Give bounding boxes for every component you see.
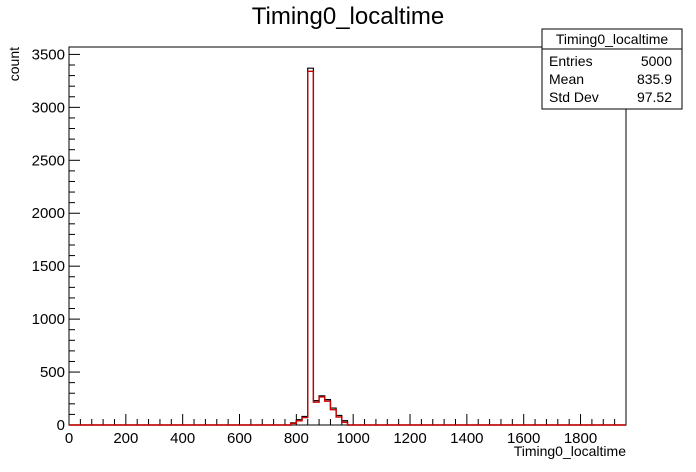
x-tick-label: 1000 [336, 430, 369, 447]
y-tick-label: 2500 [32, 152, 65, 169]
x-tick-label: 600 [227, 430, 252, 447]
x-tick-label: 200 [113, 430, 138, 447]
chart-title: Timing0_localtime [252, 3, 445, 30]
x-tick-label: 1800 [564, 430, 597, 447]
y-tick-label: 0 [57, 417, 65, 434]
histogram-bin [296, 421, 302, 425]
histogram-series-2 [69, 70, 626, 426]
histogram-bin [319, 397, 325, 425]
series-layer [69, 67, 626, 426]
x-tick-label: 800 [284, 430, 309, 447]
histogram-bin [291, 423, 297, 425]
stats-value: 97.52 [637, 89, 672, 105]
y-tick-label: 1000 [32, 311, 65, 328]
histogram-bin [308, 71, 314, 425]
stats-value: 5000 [641, 53, 672, 69]
histogram-bin [336, 417, 342, 425]
stats-label: Entries [549, 53, 593, 69]
x-tick-label: 1600 [507, 430, 540, 447]
stats-value: 835.9 [637, 71, 672, 87]
histogram-bin [325, 401, 331, 425]
y-tick-label: 1500 [32, 258, 65, 275]
stats-label: Mean [549, 71, 584, 87]
x-axis-title: Timing0_localtime [514, 443, 627, 459]
y-tick-label: 500 [40, 364, 65, 381]
y-axis-title: count [6, 47, 22, 81]
histogram-series-1 [69, 67, 626, 426]
stats-box-frame [541, 28, 683, 110]
x-tick-label: 1400 [450, 430, 483, 447]
y-tick-label: 3500 [32, 46, 65, 63]
x-tick-label: 0 [65, 430, 73, 447]
y-tick-label: 3000 [32, 99, 65, 116]
stats-box: Timing0_localtime Entries 5000 Mean 835.9 Std… [541, 28, 683, 110]
x-tick-label: 1200 [393, 430, 426, 447]
stats-box-title: Timing0_localtime [556, 31, 669, 47]
y-axis: 0 500 1000 1500 2000 2500 3000 3500 [32, 46, 80, 434]
histogram-bin [330, 410, 336, 425]
y-tick-label: 2000 [32, 205, 65, 222]
histogram-bin [342, 422, 348, 425]
x-axis: 0 200 400 600 800 1000 1200 1400 1600 1800 [65, 414, 627, 447]
histogram-bin [302, 418, 308, 425]
stats-label: Std Dev [549, 89, 599, 105]
histogram-bin [313, 402, 319, 425]
x-tick-label: 400 [170, 430, 195, 447]
